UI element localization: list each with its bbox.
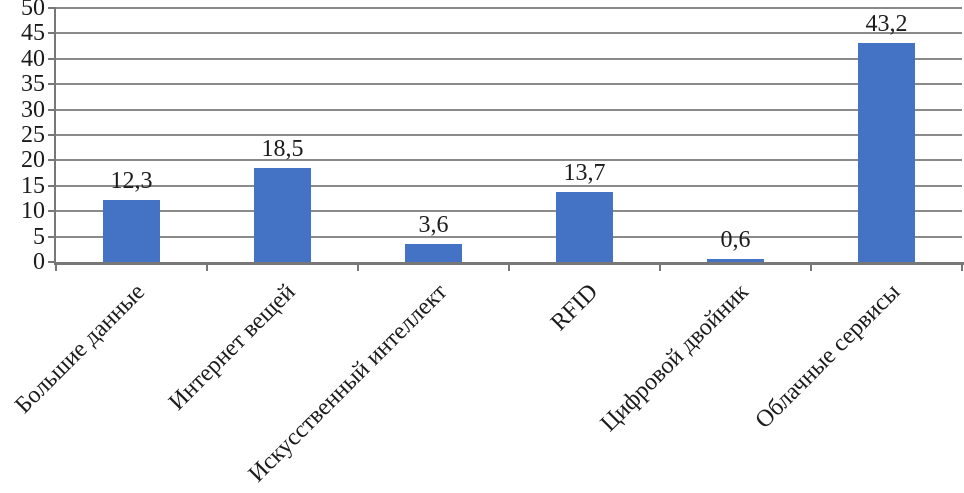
gridline bbox=[56, 83, 962, 86]
bar bbox=[556, 192, 613, 262]
y-axis-tick bbox=[48, 108, 56, 111]
bar-value-label: 3,6 bbox=[418, 211, 449, 238]
x-axis-category-label: Облачные сервисы bbox=[750, 279, 905, 434]
bar-value-label: 13,7 bbox=[563, 160, 606, 187]
y-axis-tick-label: 0 bbox=[33, 249, 45, 275]
bar bbox=[707, 258, 764, 262]
y-axis-tick-label: 50 bbox=[21, 0, 45, 21]
x-axis-tick bbox=[55, 262, 57, 271]
y-axis-tick-label: 40 bbox=[21, 45, 45, 72]
gridline bbox=[56, 184, 962, 187]
y-axis-tick bbox=[48, 7, 56, 9]
y-axis-tick-label: 45 bbox=[21, 20, 45, 47]
gridline bbox=[56, 159, 962, 162]
gridline bbox=[56, 134, 962, 136]
bar bbox=[254, 168, 311, 262]
x-axis-tick bbox=[206, 262, 208, 271]
bar-value-label: 0,6 bbox=[720, 226, 751, 253]
x-axis-tick bbox=[810, 262, 812, 271]
gridline bbox=[56, 32, 962, 35]
bar bbox=[103, 199, 160, 262]
y-axis-tick bbox=[48, 83, 56, 86]
y-axis-tick bbox=[48, 184, 56, 187]
x-axis-tick bbox=[961, 262, 963, 271]
gridline bbox=[56, 108, 962, 111]
y-axis-tick bbox=[48, 261, 56, 263]
bar bbox=[858, 42, 915, 262]
x-axis-tick bbox=[357, 262, 359, 271]
gridline bbox=[56, 235, 962, 238]
y-axis-line bbox=[54, 8, 56, 265]
y-axis-tick-label: 20 bbox=[21, 147, 45, 174]
gridline bbox=[56, 7, 962, 9]
x-axis-category-label: Интернет вещей bbox=[164, 279, 301, 416]
y-axis-tick-label: 15 bbox=[21, 172, 45, 199]
x-axis-category-label: Большие данные bbox=[10, 279, 150, 419]
bar bbox=[405, 243, 462, 262]
bar-value-label: 18,5 bbox=[261, 136, 304, 163]
bar-value-label: 43,2 bbox=[865, 10, 908, 37]
y-axis-tick-label: 10 bbox=[21, 198, 45, 225]
y-axis-tick bbox=[48, 32, 56, 35]
y-axis-tick bbox=[48, 134, 56, 136]
y-axis-tick bbox=[48, 235, 56, 238]
y-axis-tick bbox=[48, 159, 56, 162]
y-axis-tick bbox=[48, 57, 56, 60]
gridline bbox=[56, 57, 962, 60]
y-axis-tick-label: 5 bbox=[33, 223, 45, 250]
y-axis-tick-label: 30 bbox=[21, 96, 45, 123]
y-axis-tick-label: 25 bbox=[21, 122, 45, 148]
gridline bbox=[56, 210, 962, 213]
x-axis-tick bbox=[659, 262, 661, 271]
bar-value-label: 12,3 bbox=[110, 167, 153, 194]
y-axis-tick bbox=[48, 210, 56, 213]
x-axis-category-label: RFID bbox=[545, 279, 603, 337]
y-axis-tick-label: 35 bbox=[21, 71, 45, 98]
x-axis-category-label: Цифровой двойник bbox=[595, 279, 754, 437]
x-axis-tick bbox=[508, 262, 510, 271]
